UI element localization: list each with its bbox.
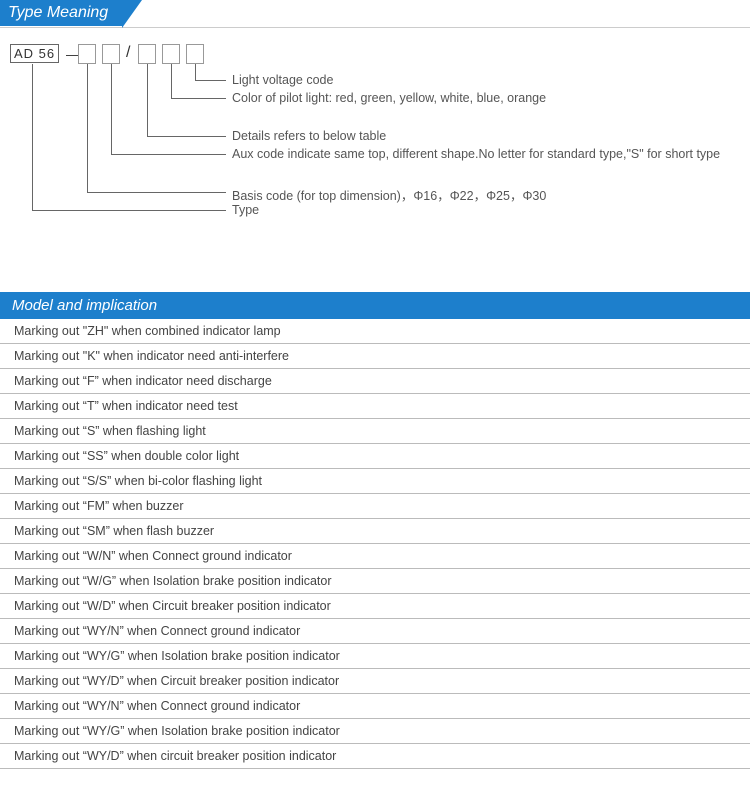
lead-h-5 [195, 80, 226, 81]
lead-h-0 [32, 210, 226, 211]
lead-h-4 [171, 98, 226, 99]
table-row: Marking out “WY/N” when Connect ground i… [0, 619, 750, 644]
label-details: Details refers to below table [232, 129, 386, 143]
label-voltage: Light voltage code [232, 73, 333, 87]
label-color: Color of pilot light: red, green, yellow… [232, 91, 546, 105]
table-row: Marking out “WY/G” when Isolation brake … [0, 719, 750, 744]
lead-v-5 [195, 64, 196, 80]
table-row: Marking out “W/G” when Isolation brake p… [0, 569, 750, 594]
table-row: Marking out “S/S” when bi-color flashing… [0, 469, 750, 494]
placeholder-2 [102, 44, 120, 64]
code-ad56: AD 56 [10, 44, 59, 63]
slash: / [126, 44, 130, 62]
lead-v-1 [87, 64, 88, 192]
label-aux: Aux code indicate same top, different sh… [232, 147, 720, 161]
lead-h-2 [111, 154, 226, 155]
type-meaning-header: Type Meaning [0, 0, 122, 26]
table-row: Marking out "K" when indicator need anti… [0, 344, 750, 369]
table-row: Marking out “SM” when flash buzzer [0, 519, 750, 544]
table-row: Marking out “WY/G” when Isolation brake … [0, 644, 750, 669]
rows-container: Marking out "ZH" when combined indicator… [0, 319, 750, 769]
table-row: Marking out “T” when indicator need test [0, 394, 750, 419]
type-meaning-header-row: Type Meaning [0, 0, 750, 28]
placeholder-1 [78, 44, 96, 64]
placeholder-4 [162, 44, 180, 64]
lead-v-2 [111, 64, 112, 154]
lead-v-4 [171, 64, 172, 98]
table-row: Marking out “W/N” when Connect ground in… [0, 544, 750, 569]
label-type: Type [232, 203, 259, 217]
model-header: Model and implication [0, 292, 750, 319]
lead-v-0 [32, 64, 33, 210]
table-row: Marking out “WY/D” when circuit breaker … [0, 744, 750, 769]
model-section: Model and implication Marking out "ZH" w… [0, 292, 750, 769]
table-row: Marking out “W/D” when Circuit breaker p… [0, 594, 750, 619]
placeholder-3 [138, 44, 156, 64]
type-diagram: AD 56 — / Light voltage code Color of pi… [10, 42, 750, 252]
table-row: Marking out "ZH" when combined indicator… [0, 319, 750, 344]
lead-v-3 [147, 64, 148, 136]
lead-h-3 [147, 136, 226, 137]
table-row: Marking out “S” when flashing light [0, 419, 750, 444]
lead-h-1 [87, 192, 226, 193]
table-row: Marking out “FM” when buzzer [0, 494, 750, 519]
label-basis: Basis code (for top dimension)，Φ16，Φ22，Φ… [232, 185, 546, 204]
table-row: Marking out “SS” when double color light [0, 444, 750, 469]
placeholder-5 [186, 44, 204, 64]
table-row: Marking out “F” when indicator need disc… [0, 369, 750, 394]
table-row: Marking out “WY/N” when Connect ground i… [0, 694, 750, 719]
table-row: Marking out “WY/D” when Circuit breaker … [0, 669, 750, 694]
